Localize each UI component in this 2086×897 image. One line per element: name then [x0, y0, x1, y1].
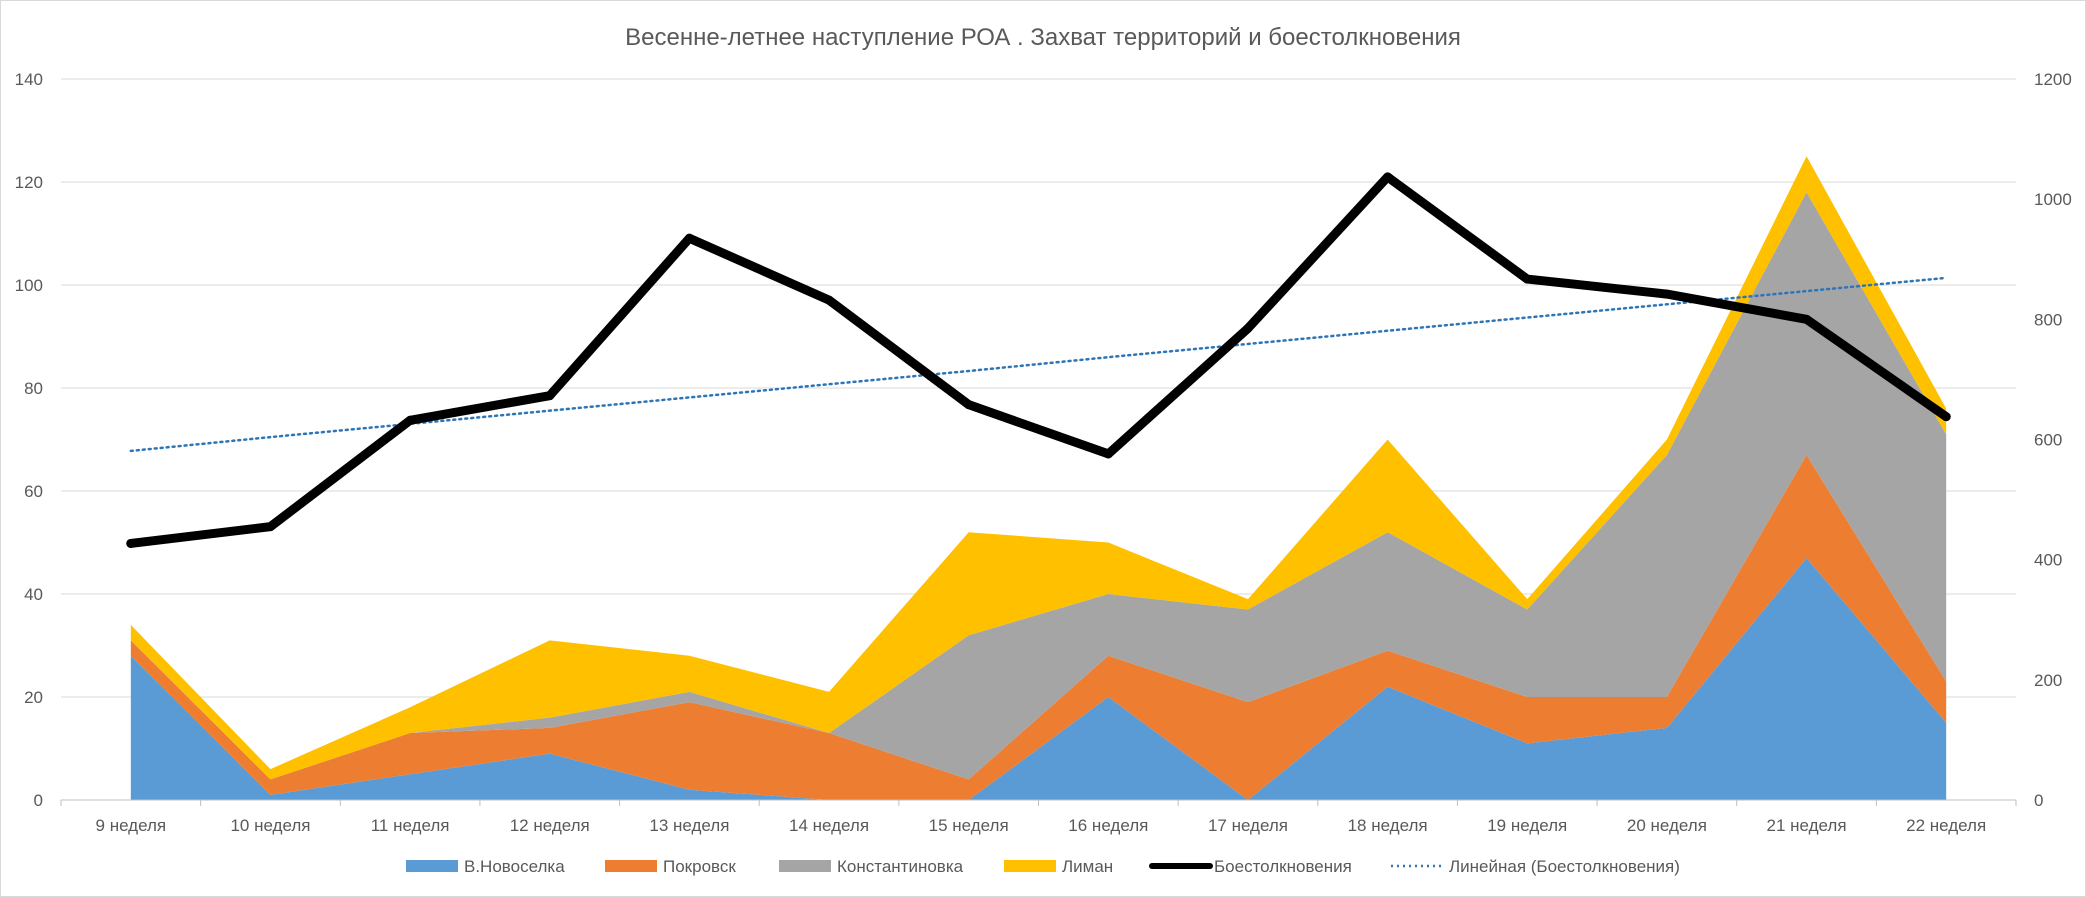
chart-title: Весенне-летнее наступление РОА . Захват …	[625, 24, 1461, 51]
clashes-point	[1941, 412, 1951, 422]
clashes-point	[684, 233, 694, 243]
x-tick-label: 13 неделя	[649, 816, 729, 835]
trendline-series	[129, 276, 1948, 453]
y-right-tick-label: 600	[2034, 431, 2062, 450]
clashes-point	[265, 522, 275, 532]
stacked-areas	[130, 156, 1947, 800]
y-left-tick-label: 120	[15, 173, 43, 192]
clashes-point	[1662, 289, 1672, 299]
area-1-series	[130, 557, 1947, 800]
y-right-tick-label: 0	[2034, 791, 2043, 810]
x-tick-label: 11 неделя	[371, 816, 450, 835]
y-right-tick-label: 1000	[2034, 190, 2072, 209]
legend-label: Боестолкновения	[1214, 857, 1352, 876]
legend-label: Линейная (Боестолкновения)	[1449, 857, 1680, 876]
x-tick-label: 15 неделя	[929, 816, 1009, 835]
clashes-point	[1243, 323, 1253, 333]
y-right-tick-label: 1200	[2034, 70, 2072, 89]
y-left-tick-label: 40	[24, 585, 43, 604]
y-left-tick-label: 60	[24, 482, 43, 501]
x-tick-label: 18 неделя	[1348, 816, 1428, 835]
legend-swatch	[1004, 860, 1056, 872]
clashes-point	[1802, 314, 1812, 324]
area-2-series	[130, 454, 1947, 800]
clashes-point	[1522, 274, 1532, 284]
legend: В.Новоселка Покровск Константиновка Лиман Бо…	[406, 857, 1680, 876]
legend-swatch	[779, 860, 831, 872]
x-tick-label: 21 неделя	[1767, 816, 1847, 835]
clashes-line-series	[126, 172, 1951, 548]
clashes-point	[964, 400, 974, 410]
legend-swatch	[605, 860, 657, 872]
legend-label: Лиман	[1062, 857, 1113, 876]
legend-label: Покровск	[663, 857, 736, 876]
x-tick-label: 14 неделя	[789, 816, 869, 835]
x-tick-label: 19 неделя	[1487, 816, 1567, 835]
gridlines	[61, 78, 2016, 698]
y-left-tick-label: 80	[24, 379, 43, 398]
clashes-point	[126, 538, 136, 548]
x-tick-label: 12 неделя	[510, 816, 590, 835]
clashes-point	[1103, 449, 1113, 459]
clashes-point	[405, 415, 415, 425]
clashes-point	[1383, 172, 1393, 182]
x-tick-label: 22 неделя	[1906, 816, 1986, 835]
x-tick-label: 16 неделя	[1068, 816, 1148, 835]
x-tick-label: 17 неделя	[1208, 816, 1288, 835]
axes: 0 20 40 60 80 100 120 140 0 200 400 600 800 1000 1200 9…	[15, 70, 2072, 835]
y-right-tick-label: 800	[2034, 310, 2062, 329]
area-3-series	[130, 192, 1947, 780]
x-tick-label: 10 неделя	[230, 816, 310, 835]
y-left-tick-label: 100	[15, 276, 43, 295]
y-left-tick-label: 140	[15, 70, 43, 89]
lines	[126, 172, 1951, 548]
clashes-point	[824, 295, 834, 305]
y-left-tick-label: 0	[34, 791, 43, 810]
legend-label: В.Новоселка	[464, 857, 565, 876]
y-right-tick-label: 200	[2034, 671, 2062, 690]
y-right-tick-label: 400	[2034, 551, 2062, 570]
x-tick-label: 20 неделя	[1627, 816, 1707, 835]
x-tick-label: 9 неделя	[96, 816, 167, 835]
legend-label: Константиновка	[837, 857, 964, 876]
legend-swatch	[406, 860, 458, 872]
clashes-point	[545, 391, 555, 401]
y-left-tick-label: 20	[24, 688, 43, 707]
